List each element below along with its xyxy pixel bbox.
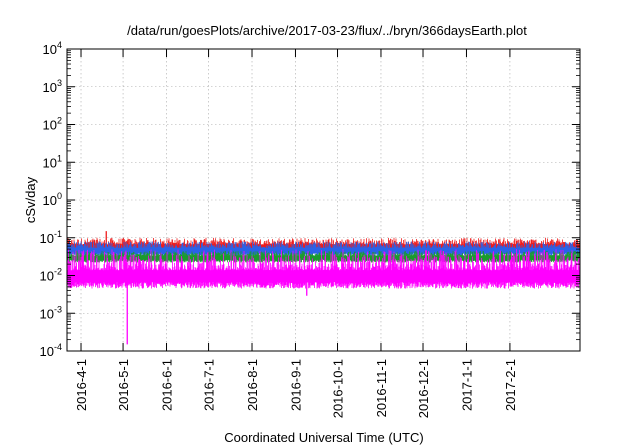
x-tick-label: 2016-5-1 (116, 359, 131, 411)
axis-ticks (67, 48, 580, 352)
data-series (67, 231, 580, 345)
x-tick-label: 2016-12-1 (416, 359, 431, 418)
chart-title: /data/run/goesPlots/archive/2017-03-23/f… (127, 23, 527, 38)
x-tick-label: 2017-2-1 (503, 359, 518, 411)
series-line (67, 249, 580, 345)
y-tick-labels: 10-4 10-3 10-2 10-1 100 101 102 103 104 (40, 40, 62, 359)
x-tick-labels: 2016-4-1 2016-5-1 2016-6-1 2016-7-1 2016-8-1… (74, 359, 518, 418)
y-tick-label: 10-1 (40, 229, 62, 246)
y-axis-label: cSv/day (23, 176, 38, 223)
y-tick-label: 10-4 (40, 342, 62, 359)
y-tick-label: 104 (43, 40, 62, 57)
y-tick-label: 10-2 (40, 267, 62, 284)
x-tick-label: 2016-6-1 (160, 359, 175, 411)
y-tick-label: 103 (43, 78, 62, 95)
grid-lines (67, 49, 580, 351)
y-tick-label: 10-3 (40, 304, 62, 321)
y-tick-label: 101 (43, 153, 62, 170)
x-axis-label: Coordinated Universal Time (UTC) (224, 430, 423, 445)
x-tick-label: 2016-11-1 (374, 359, 389, 417)
x-tick-label: 2017-1-1 (459, 359, 474, 411)
y-tick-label: 102 (43, 116, 62, 133)
x-tick-label: 2016-8-1 (245, 359, 260, 411)
y-tick-label: 100 (43, 191, 62, 208)
x-tick-label: 2016-10-1 (331, 359, 346, 418)
x-tick-label: 2016-7-1 (202, 359, 217, 411)
x-tick-label: 2016-9-1 (288, 359, 303, 411)
x-tick-label: 2016-4-1 (74, 359, 89, 411)
